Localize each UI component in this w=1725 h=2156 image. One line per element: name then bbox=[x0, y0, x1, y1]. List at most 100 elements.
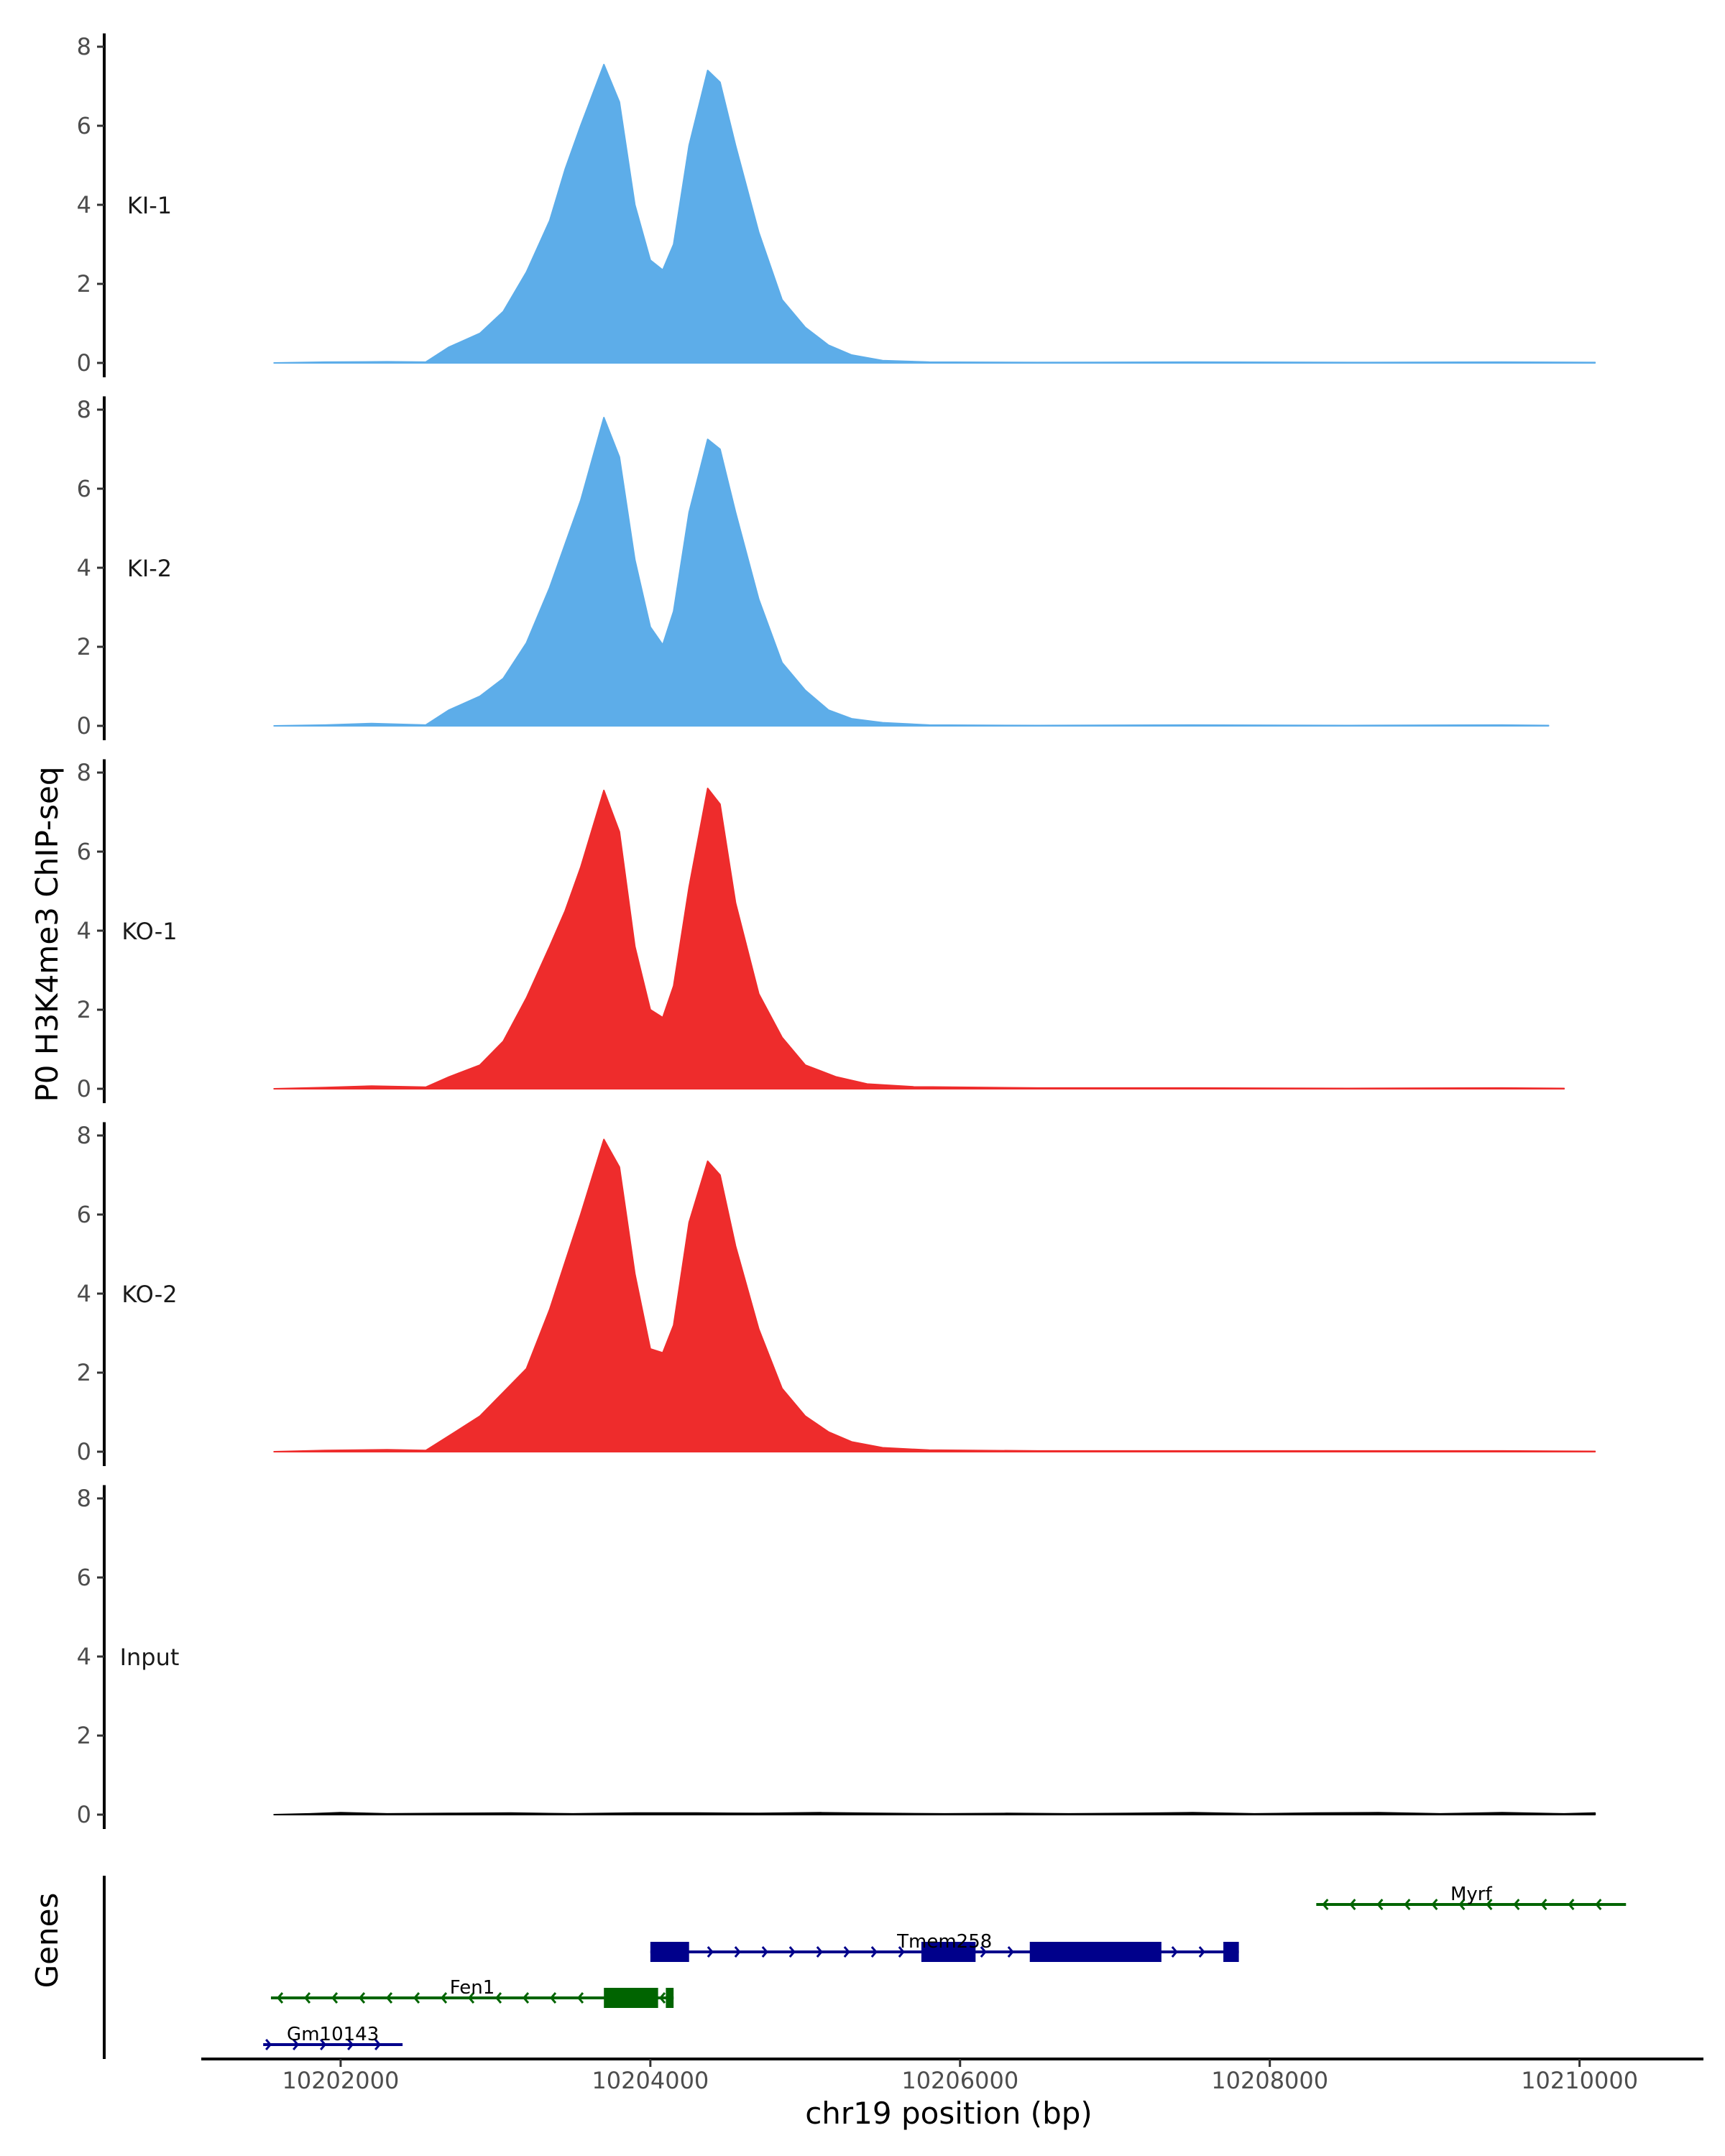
y-tick-label: 8 bbox=[77, 759, 91, 786]
genes-axis-title: Genes bbox=[29, 1893, 65, 1989]
strand-arrow bbox=[385, 1992, 393, 2004]
strand-arrow bbox=[1376, 1899, 1384, 1910]
strand-arrow bbox=[1349, 1899, 1356, 1910]
y-tick-label: 8 bbox=[77, 1122, 91, 1149]
strand-arrow bbox=[265, 2039, 272, 2050]
y-tick-label: 2 bbox=[77, 1359, 91, 1386]
strand-arrow bbox=[293, 2039, 300, 2050]
strand-arrow bbox=[358, 1992, 366, 2004]
signal-area bbox=[273, 1812, 1596, 1815]
track-ko-1: 0 2 4 6 8 KO-1 bbox=[77, 759, 1565, 1103]
y-tick-label: 8 bbox=[77, 1485, 91, 1512]
exon bbox=[650, 1942, 689, 1962]
exon bbox=[604, 1988, 658, 2008]
gene-label: Myrf bbox=[1450, 1884, 1493, 1905]
strand-arrow bbox=[761, 1946, 768, 1958]
strand-arrow bbox=[549, 1992, 557, 2004]
gene-label: Fen1 bbox=[450, 1977, 495, 1999]
signal-area bbox=[273, 788, 1565, 1089]
strand-arrow bbox=[467, 1992, 475, 2004]
exon bbox=[1029, 1942, 1162, 1962]
gene-myrf: Myrf bbox=[1316, 1884, 1627, 1910]
strand-arrow bbox=[1198, 1946, 1205, 1958]
strand-arrow bbox=[303, 1992, 311, 2004]
strand-arrow bbox=[870, 1946, 878, 1958]
strand-arrow bbox=[788, 1946, 796, 1958]
y-tick-label: 8 bbox=[77, 33, 91, 60]
y-tick-label: 6 bbox=[77, 475, 91, 502]
y-tick-label: 4 bbox=[77, 1643, 91, 1670]
strand-arrow bbox=[276, 1992, 284, 2004]
strand-arrow bbox=[522, 1992, 530, 2004]
strand-arrow bbox=[980, 1946, 987, 1958]
strand-arrow bbox=[816, 1946, 823, 1958]
x-tick-label: 10204000 bbox=[592, 2067, 709, 2094]
y-tick-label: 4 bbox=[77, 1280, 91, 1307]
gene-tmem258: Tmem258 bbox=[650, 1931, 1239, 1962]
signal-area bbox=[273, 63, 1596, 364]
y-tick-label: 4 bbox=[77, 917, 91, 944]
strand-arrow bbox=[1404, 1899, 1411, 1910]
strand-arrow bbox=[898, 1946, 905, 1958]
strand-arrow bbox=[1540, 1899, 1547, 1910]
strand-arrow bbox=[1595, 1899, 1602, 1910]
x-tick-label: 10210000 bbox=[1521, 2067, 1638, 2094]
x-tick-label: 10206000 bbox=[901, 2067, 1018, 2094]
signal-tracks: 0 2 4 6 8 KI-1 0 2 4 6 8 KI-2 0 2 4 6 8 KO-1 0 2 4 6 8 KO-2 0 2 4 6… bbox=[77, 33, 1596, 1829]
y-tick-label: 2 bbox=[77, 996, 91, 1023]
track-label: Input bbox=[120, 1644, 180, 1671]
strand-arrow bbox=[347, 2039, 354, 2050]
exon bbox=[921, 1942, 976, 1962]
exon bbox=[666, 1988, 674, 2008]
y-tick-label: 6 bbox=[77, 1201, 91, 1228]
y-tick-label: 2 bbox=[77, 633, 91, 660]
track-ki-1: 0 2 4 6 8 KI-1 bbox=[77, 33, 1596, 377]
track-ko-2: 0 2 4 6 8 KO-2 bbox=[77, 1122, 1596, 1466]
gene-label: Tmem258 bbox=[896, 1931, 992, 1953]
track-label: KO-1 bbox=[121, 918, 177, 945]
x-tick-label: 10208000 bbox=[1211, 2067, 1328, 2094]
strand-arrow bbox=[1007, 1946, 1014, 1958]
strand-arrow bbox=[320, 2039, 327, 2050]
strand-arrow bbox=[1513, 1899, 1520, 1910]
y-tick-label: 6 bbox=[77, 112, 91, 139]
y-tick-label: 0 bbox=[77, 349, 91, 377]
strand-arrow bbox=[576, 1992, 584, 2004]
signal-area bbox=[273, 417, 1550, 727]
track-ki-2: 0 2 4 6 8 KI-2 bbox=[77, 396, 1550, 740]
y-tick-label: 4 bbox=[77, 554, 91, 581]
strand-arrow bbox=[843, 1946, 850, 1958]
x-axis-title: chr19 position (bp) bbox=[805, 2096, 1092, 2131]
exon bbox=[1223, 1942, 1239, 1962]
y-tick-label: 0 bbox=[77, 1438, 91, 1465]
strand-arrow bbox=[413, 1992, 420, 2004]
track-label: KO-2 bbox=[121, 1281, 177, 1308]
y-tick-label: 2 bbox=[77, 270, 91, 298]
strand-arrow bbox=[374, 2039, 382, 2050]
track-input: 0 2 4 6 8 Input bbox=[77, 1485, 1596, 1829]
y-tick-label: 4 bbox=[77, 191, 91, 218]
strand-arrow bbox=[734, 1946, 741, 1958]
x-axis: 10202000 10204000 10206000 10208000 10210000 bbox=[201, 2058, 1703, 2094]
gene-gm10143: Gm10143 bbox=[263, 2024, 403, 2050]
y-tick-label: 0 bbox=[77, 712, 91, 740]
strand-arrow bbox=[658, 1992, 666, 2004]
track-label: KI-2 bbox=[127, 555, 172, 582]
genes-track: Myrf Tmem258 Fen1 Gm10143 bbox=[103, 1876, 1627, 2059]
strand-arrow bbox=[1486, 1899, 1493, 1910]
track-label: KI-1 bbox=[127, 192, 172, 219]
strand-arrow bbox=[707, 1946, 714, 1958]
y-tick-label: 6 bbox=[77, 838, 91, 865]
strand-arrow bbox=[331, 1992, 339, 2004]
strand-arrow bbox=[494, 1992, 502, 2004]
x-tick-label: 10202000 bbox=[282, 2067, 399, 2094]
y-tick-label: 6 bbox=[77, 1564, 91, 1591]
y-axis-title: P0 H3K4me3 ChIP-seq bbox=[29, 766, 65, 1102]
strand-arrow bbox=[1431, 1899, 1438, 1910]
strand-arrow bbox=[1458, 1899, 1466, 1910]
strand-arrow bbox=[1322, 1899, 1329, 1910]
y-tick-label: 2 bbox=[77, 1722, 91, 1749]
y-tick-label: 8 bbox=[77, 396, 91, 423]
strand-arrow bbox=[1171, 1946, 1178, 1958]
